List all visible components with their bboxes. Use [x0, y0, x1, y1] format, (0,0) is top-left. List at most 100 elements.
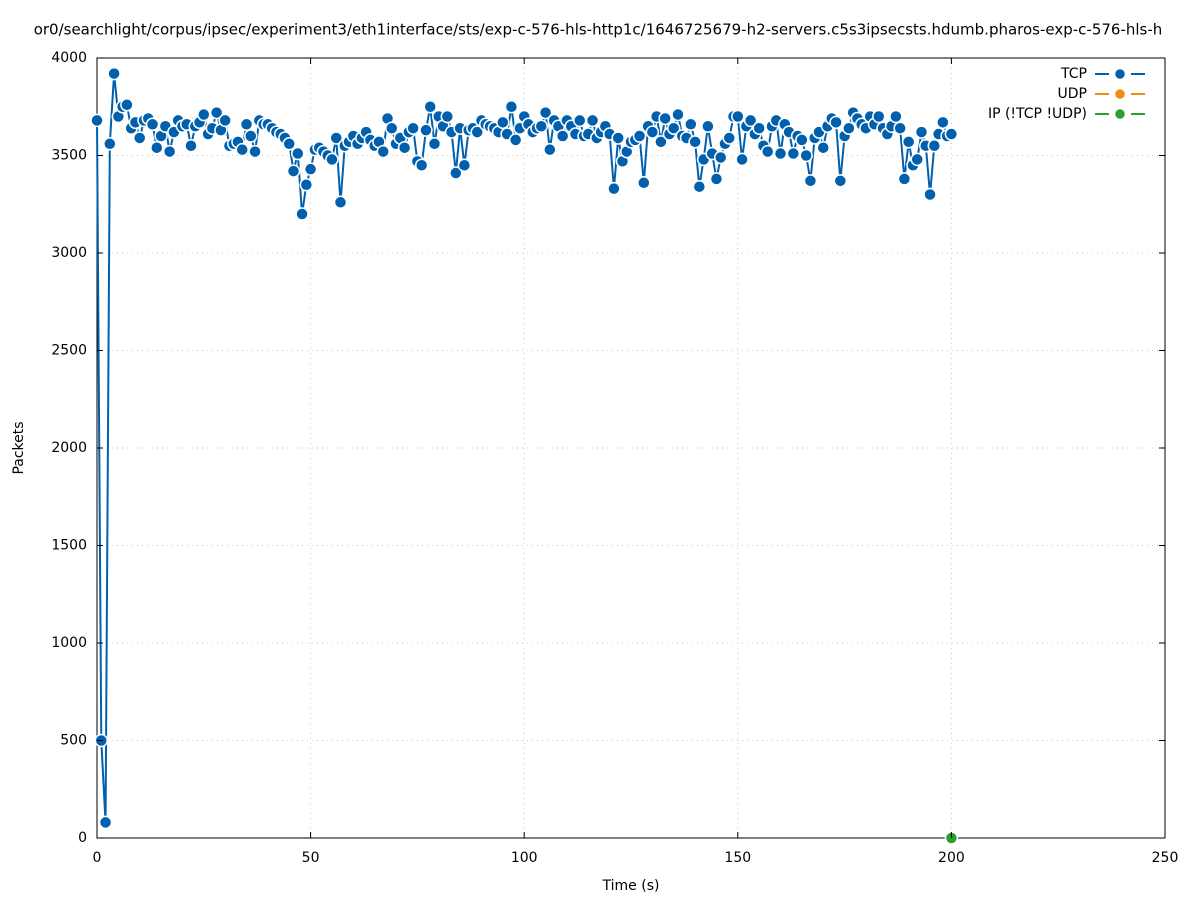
data-point [666, 121, 681, 135]
data-point [244, 129, 258, 143]
data-point [795, 133, 809, 147]
x-tick-label: 0 [93, 850, 102, 866]
data-point [440, 109, 455, 124]
data-point [671, 107, 685, 122]
data-point [90, 113, 104, 128]
data-point [132, 131, 147, 145]
data-point [692, 179, 707, 194]
data-point [572, 113, 587, 128]
data-point [585, 113, 600, 128]
data-point [735, 152, 749, 167]
data-point [607, 181, 621, 196]
data-point [333, 195, 348, 210]
data-point [496, 115, 510, 130]
data-point [239, 117, 254, 132]
data-point [632, 129, 647, 143]
legend-entry: IP (!TCP !UDP) [988, 106, 1145, 122]
data-point [701, 119, 715, 133]
data-point [684, 117, 698, 132]
data-point [555, 129, 570, 143]
data-point [427, 137, 442, 151]
data-point [449, 166, 463, 180]
data-point [611, 131, 625, 145]
data-point [282, 137, 296, 151]
data-point [538, 105, 553, 120]
data-point [713, 150, 728, 165]
data-point [910, 152, 924, 167]
data-point [786, 146, 801, 161]
data-point [872, 109, 886, 124]
data-point [248, 144, 262, 159]
chart-title: or0/searchlight/corpus/ipsec/experiment3… [34, 21, 1163, 39]
legend-entry: UDP [1058, 86, 1145, 102]
data-point [504, 100, 519, 114]
data-point [914, 125, 929, 139]
data-point [842, 121, 856, 135]
data-point [829, 115, 843, 130]
data-point [654, 135, 668, 149]
data-point [107, 66, 121, 81]
data-point [385, 121, 399, 135]
y-tick-label: 3000 [51, 245, 87, 261]
data-point [457, 158, 472, 172]
data-point [295, 207, 309, 221]
data-point [645, 125, 660, 139]
data-point [752, 121, 766, 135]
y-tick-label: 500 [60, 733, 87, 749]
data-point [833, 174, 848, 188]
data-point [423, 100, 437, 114]
grid [96, 57, 1166, 839]
data-point [376, 144, 390, 159]
data-point [534, 119, 549, 133]
x-tick-label: 200 [938, 850, 965, 866]
data-point [303, 162, 318, 176]
data-point [145, 117, 160, 132]
plot [90, 66, 959, 845]
data-point [209, 105, 224, 120]
data-point [743, 113, 758, 128]
y-tick-label: 2500 [51, 343, 87, 359]
data-point [150, 140, 164, 155]
data-point [329, 131, 343, 145]
data-point [291, 146, 305, 161]
data-point [936, 115, 950, 130]
legend-marker [1113, 107, 1127, 121]
data-point [470, 125, 484, 139]
data-point [722, 131, 737, 145]
data-point [508, 133, 523, 147]
data-point [709, 172, 724, 186]
data-point [901, 135, 916, 149]
data-point [103, 137, 117, 151]
data-point [406, 121, 420, 135]
data-point [944, 127, 959, 141]
y-tick-label: 4000 [51, 50, 87, 66]
data-point [893, 121, 907, 135]
legend-marker [1113, 87, 1127, 101]
data-point [235, 142, 249, 157]
x-axis-label: Time (s) [602, 878, 660, 894]
data-point [419, 123, 433, 137]
data-point [299, 178, 314, 192]
y-axis-label: Packets [11, 421, 27, 474]
x-tick-label: 50 [302, 850, 320, 866]
data-point [923, 187, 937, 202]
data-point [658, 111, 672, 126]
data-point [760, 144, 775, 159]
legend-entry: TCP [1060, 66, 1145, 82]
legend-label: IP (!TCP !UDP) [988, 106, 1087, 122]
x-tick-label: 150 [724, 850, 751, 866]
x-tick-label: 250 [1152, 850, 1179, 866]
data-point [162, 144, 177, 159]
data-point [184, 139, 198, 153]
data-point [286, 164, 301, 178]
data-point [543, 142, 557, 157]
x-tick-label: 100 [511, 850, 538, 866]
y-tick-label: 1000 [51, 635, 87, 651]
data-point [688, 135, 702, 149]
y-tick-label: 0 [78, 830, 87, 846]
data-point [889, 109, 903, 124]
y-tick-label: 1500 [51, 538, 87, 554]
y-tick-label: 3500 [51, 148, 87, 164]
data-point [816, 140, 830, 155]
